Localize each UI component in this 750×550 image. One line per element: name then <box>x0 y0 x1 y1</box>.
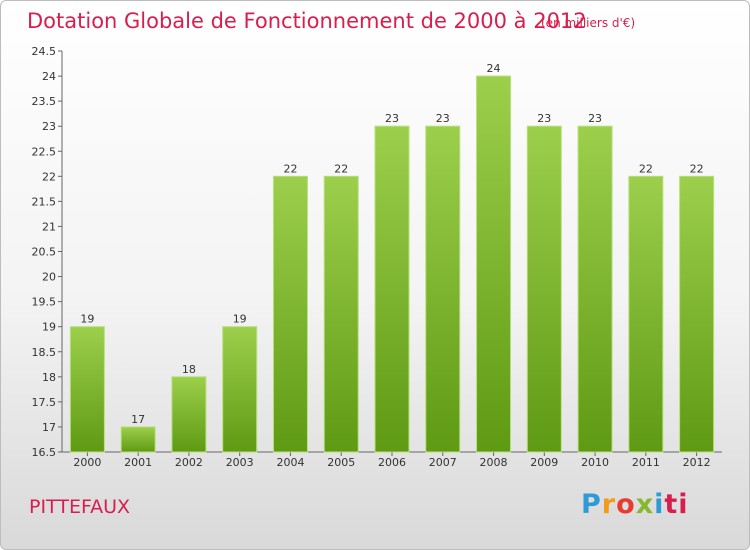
data-label: 23 <box>385 112 399 125</box>
data-label: 23 <box>436 112 450 125</box>
bar-2009 <box>526 125 562 453</box>
logo-letter: P <box>581 489 602 520</box>
data-label: 19 <box>80 313 94 326</box>
bar-2012 <box>679 175 715 453</box>
data-label: 23 <box>537 112 551 125</box>
y-tick-label: 23.5 <box>32 95 57 108</box>
bar-2005 <box>323 175 359 453</box>
y-tick-label: 22.5 <box>32 145 57 158</box>
y-tick-label: 17.5 <box>32 396 57 409</box>
city-name: PITTEFAUX <box>29 496 131 518</box>
data-label: 17 <box>131 413 145 426</box>
x-tick-label: 2003 <box>226 456 254 469</box>
bar-2011 <box>628 175 664 453</box>
y-tick-label: 20 <box>42 271 56 284</box>
y-tick-label: 16.5 <box>32 446 57 459</box>
x-tick-label: 2006 <box>378 456 406 469</box>
y-tick-label: 24 <box>42 70 56 83</box>
y-tick-label: 18 <box>42 371 56 384</box>
y-tick-label: 17 <box>42 421 56 434</box>
bar-2006 <box>374 125 410 453</box>
x-tick-label: 2000 <box>73 456 101 469</box>
data-label: 22 <box>639 162 653 175</box>
x-tick-label: 2012 <box>683 456 711 469</box>
bar-2002 <box>171 376 207 453</box>
x-tick-label: 2004 <box>276 456 304 469</box>
x-tick-label: 2008 <box>480 456 508 469</box>
bar-2001 <box>120 426 156 453</box>
y-tick-label: 22 <box>42 170 56 183</box>
y-tick-label: 21.5 <box>32 195 57 208</box>
labels-group: 2000 19 2001 17 2002 18 2003 19 2004 22 2005 22 2006… <box>73 62 710 469</box>
logo-letter: i <box>654 489 665 520</box>
bar-2007 <box>425 125 461 453</box>
y-tick-label: 18.5 <box>32 346 57 359</box>
logo-letter: ti <box>664 489 689 520</box>
bars-group <box>69 75 715 453</box>
x-tick-label: 2009 <box>530 456 558 469</box>
y-tick-label: 21 <box>42 220 56 233</box>
y-tick-label: 19.5 <box>32 296 57 309</box>
bar-2004 <box>272 175 308 453</box>
logo-letter: x <box>635 489 655 520</box>
bar-2008 <box>476 75 512 453</box>
data-label: 24 <box>487 62 501 75</box>
y-tick-label: 24.5 <box>32 45 57 58</box>
x-tick-label: 2005 <box>327 456 355 469</box>
chart-subtitle: (en milliers d'€) <box>541 16 636 30</box>
proxiti-logo[interactable]: Proxiti <box>581 489 689 520</box>
x-tick-label: 2002 <box>175 456 203 469</box>
y-tick-label: 19 <box>42 321 56 334</box>
axes: 16.5 17 17.5 18 18.5 19 19.5 20 20.5 21 21.5 22 22.5… <box>32 45 722 459</box>
data-label: 22 <box>283 162 297 175</box>
data-label: 23 <box>588 112 602 125</box>
y-tick-label: 20.5 <box>32 246 57 259</box>
x-tick-label: 2007 <box>429 456 457 469</box>
logo-letter: o <box>616 489 636 520</box>
bar-2000 <box>69 326 105 453</box>
bar-2003 <box>222 326 258 453</box>
x-tick-label: 2011 <box>632 456 660 469</box>
data-label: 22 <box>690 162 704 175</box>
y-tick-label: 23 <box>42 120 56 133</box>
x-tick-label: 2010 <box>581 456 609 469</box>
data-label: 19 <box>233 313 247 326</box>
x-tick-label: 2001 <box>124 456 152 469</box>
bar-2010 <box>577 125 613 453</box>
logo-letter: r <box>601 489 617 520</box>
chart-title: Dotation Globale de Fonctionnement de 20… <box>27 9 587 33</box>
data-label: 18 <box>182 363 196 376</box>
data-label: 22 <box>334 162 348 175</box>
